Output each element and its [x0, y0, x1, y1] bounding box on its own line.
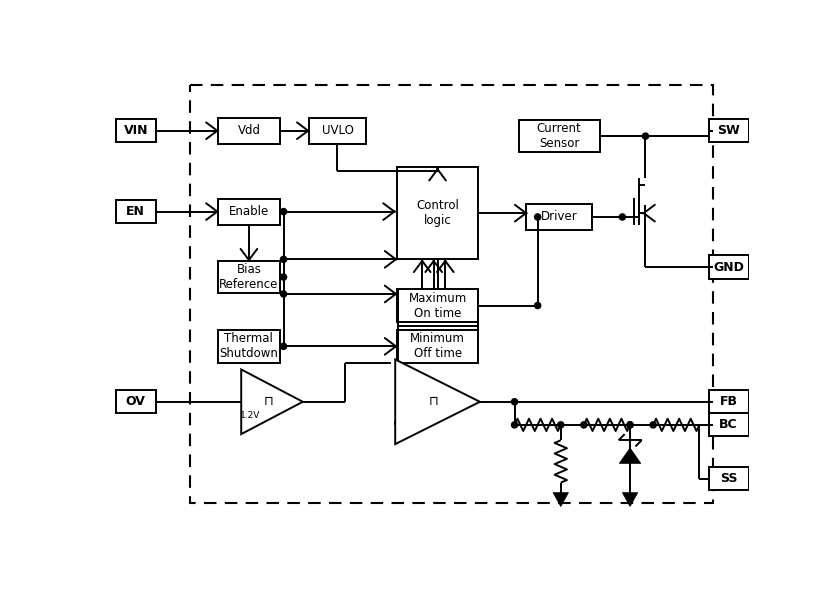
Text: UVLO: UVLO: [321, 124, 353, 137]
Circle shape: [281, 274, 286, 280]
Text: OV: OV: [126, 395, 145, 408]
Circle shape: [281, 209, 286, 214]
Text: Enable: Enable: [229, 205, 269, 218]
Circle shape: [642, 133, 649, 139]
Circle shape: [281, 343, 286, 349]
Bar: [190, 85, 713, 504]
Text: 1.2V: 1.2V: [240, 411, 261, 420]
Text: Maximum
On time: Maximum On time: [408, 292, 467, 319]
Text: VIN: VIN: [124, 124, 148, 137]
Text: GND: GND: [713, 260, 744, 273]
Bar: [397, 167, 478, 259]
Circle shape: [281, 291, 286, 297]
Text: Minimum
Off time: Minimum Off time: [410, 332, 465, 360]
Circle shape: [534, 302, 541, 309]
Bar: [116, 119, 156, 143]
Circle shape: [534, 214, 541, 220]
Circle shape: [512, 399, 518, 405]
Bar: [218, 261, 280, 293]
Bar: [709, 119, 749, 143]
Text: Control
logic: Control logic: [416, 199, 459, 227]
Bar: [309, 118, 367, 144]
Text: EN: EN: [126, 205, 145, 218]
Text: SW: SW: [717, 124, 740, 137]
Polygon shape: [620, 448, 640, 464]
Text: ⊓: ⊓: [263, 395, 273, 408]
Polygon shape: [241, 369, 303, 434]
Circle shape: [620, 214, 625, 220]
Text: BC: BC: [719, 418, 738, 431]
Bar: [397, 330, 478, 362]
Circle shape: [512, 422, 518, 428]
Circle shape: [281, 256, 286, 263]
Bar: [527, 204, 592, 230]
Bar: [218, 118, 280, 144]
Bar: [116, 391, 156, 413]
Bar: [116, 200, 156, 223]
Bar: [218, 198, 280, 224]
Text: Vdd: Vdd: [237, 124, 261, 137]
Bar: [709, 256, 749, 279]
Bar: [709, 467, 749, 490]
Bar: [397, 289, 478, 322]
Text: Bias
Reference: Bias Reference: [220, 263, 279, 291]
Text: ⊓: ⊓: [429, 395, 438, 408]
Bar: [709, 413, 749, 436]
Bar: [709, 391, 749, 413]
Text: SS: SS: [720, 472, 737, 485]
Text: Thermal
Shutdown: Thermal Shutdown: [220, 332, 278, 360]
Text: FB: FB: [720, 395, 737, 408]
Circle shape: [627, 422, 633, 428]
Text: Current
Sensor: Current Sensor: [537, 122, 582, 150]
Bar: [218, 330, 280, 362]
Circle shape: [627, 422, 633, 428]
Circle shape: [558, 422, 564, 428]
Text: Driver: Driver: [541, 210, 578, 223]
Polygon shape: [395, 359, 480, 444]
Polygon shape: [553, 492, 569, 507]
Circle shape: [650, 422, 656, 428]
Bar: [519, 120, 600, 153]
Circle shape: [581, 422, 587, 428]
Polygon shape: [622, 492, 638, 507]
